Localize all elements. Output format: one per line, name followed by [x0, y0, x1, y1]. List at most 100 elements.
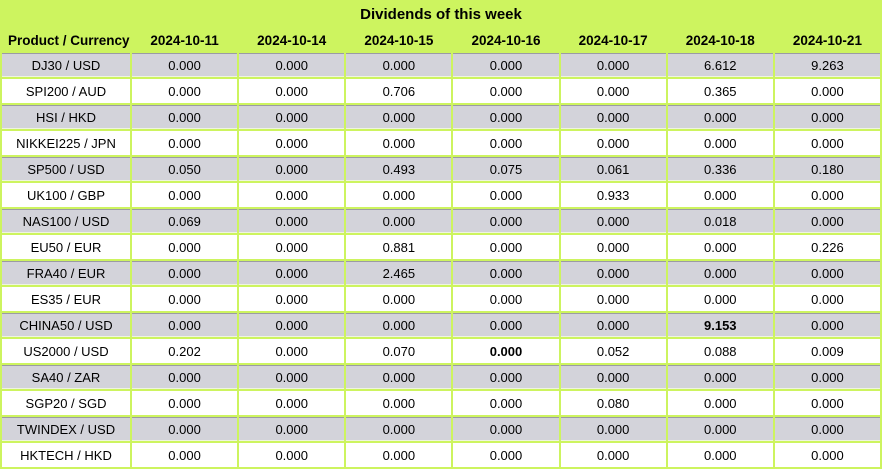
value-cell: 0.000	[774, 391, 880, 415]
column-header-date: 2024-10-16	[471, 32, 541, 48]
table-row: TWINDEX / USD 0.000 0.000 0.000 0.000 0.000 0.…	[2, 417, 880, 441]
table-row: SGP20 / SGD 0.000 0.000 0.000 0.000 0.080 0.00…	[2, 391, 880, 415]
value-cell: 0.000	[774, 417, 880, 441]
value-cell: 0.069	[132, 209, 238, 233]
value-cell: 0.050	[132, 157, 238, 181]
value-cell: 0.000	[346, 53, 452, 77]
value-cell: 0.000	[132, 391, 238, 415]
value-cell: 0.000	[132, 53, 238, 77]
value-cell: 0.000	[667, 443, 773, 467]
product-cell: SP500 / USD	[2, 157, 130, 181]
table-row: SPI200 / AUD 0.000 0.000 0.706 0.000 0.000 0.3…	[2, 79, 880, 103]
value-cell: 0.000	[560, 443, 666, 467]
column-header-product: Product / Currency	[8, 32, 130, 48]
value-cell: 0.202	[132, 339, 238, 363]
value-cell: 2.465	[346, 261, 452, 285]
value-cell: 0.000	[346, 105, 452, 129]
title-row: Dividends of this week	[2, 2, 880, 27]
table-row: FRA40 / EUR 0.000 0.000 2.465 0.000 0.000 0.00…	[2, 261, 880, 285]
product-cell: HSI / HKD	[2, 105, 130, 129]
table-row: CHINA50 / USD 0.000 0.000 0.000 0.000 0.000 9.…	[2, 313, 880, 337]
value-cell: 0.000	[453, 79, 559, 103]
column-header-row: Product / Currency 2024-10-11 2024-10-14 2…	[2, 29, 880, 51]
value-cell: 9.263	[774, 53, 880, 77]
value-cell: 0.000	[239, 183, 345, 207]
value-cell: 0.009	[774, 339, 880, 363]
value-cell: 0.000	[453, 131, 559, 155]
value-cell: 0.000	[132, 365, 238, 389]
value-cell: 0.000	[346, 209, 452, 233]
value-cell: 0.000	[560, 131, 666, 155]
value-cell: 0.000	[560, 287, 666, 311]
value-cell: 0.000	[774, 209, 880, 233]
value-cell: 0.000	[453, 235, 559, 259]
value-cell: 0.000	[667, 365, 773, 389]
value-cell: 0.000	[774, 131, 880, 155]
value-cell: 0.000	[667, 183, 773, 207]
value-cell: 0.000	[239, 313, 345, 337]
value-cell: 0.000	[453, 417, 559, 441]
value-cell: 0.000	[239, 261, 345, 285]
value-cell: 0.000	[560, 313, 666, 337]
value-cell: 0.000	[774, 261, 880, 285]
value-cell: 0.000	[453, 287, 559, 311]
column-header-date: 2024-10-17	[578, 32, 648, 48]
table-body: DJ30 / USD 0.000 0.000 0.000 0.000 0.000 6.612…	[2, 53, 880, 467]
value-cell: 0.000	[774, 365, 880, 389]
value-cell: 0.000	[239, 391, 345, 415]
value-cell: 0.000	[132, 443, 238, 467]
table-row: SA40 / ZAR 0.000 0.000 0.000 0.000 0.000 0.000…	[2, 365, 880, 389]
value-cell: 0.000	[453, 443, 559, 467]
value-cell: 0.000	[774, 105, 880, 129]
value-cell: 0.000	[132, 79, 238, 103]
table-row: HSI / HKD 0.000 0.000 0.000 0.000 0.000 0.000 0…	[2, 105, 880, 129]
value-cell: 0.000	[239, 157, 345, 181]
product-cell: DJ30 / USD	[2, 53, 130, 77]
value-cell: 0.000	[774, 183, 880, 207]
value-cell: 0.000	[132, 235, 238, 259]
value-cell: 0.000	[239, 287, 345, 311]
value-cell: 0.000	[774, 79, 880, 103]
column-header-date: 2024-10-15	[364, 32, 434, 48]
value-cell: 0.881	[346, 235, 452, 259]
product-cell: SA40 / ZAR	[2, 365, 130, 389]
product-cell: SPI200 / AUD	[2, 79, 130, 103]
value-cell: 0.000	[667, 235, 773, 259]
value-cell: 0.000	[346, 131, 452, 155]
value-cell: 0.000	[560, 105, 666, 129]
value-cell: 0.000	[132, 105, 238, 129]
value-cell: 0.000	[132, 261, 238, 285]
table-row: DJ30 / USD 0.000 0.000 0.000 0.000 0.000 6.612…	[2, 53, 880, 77]
value-cell: 0.018	[667, 209, 773, 233]
table-row: US2000 / USD 0.202 0.000 0.070 0.000 0.052 0.0…	[2, 339, 880, 363]
value-cell: 0.000	[560, 365, 666, 389]
value-cell: 9.153	[667, 313, 773, 337]
value-cell: 0.000	[667, 131, 773, 155]
value-cell: 0.070	[346, 339, 452, 363]
table-row: SP500 / USD 0.050 0.000 0.493 0.075 0.061 0.33…	[2, 157, 880, 181]
column-header-date: 2024-10-18	[685, 32, 755, 48]
value-cell: 0.000	[667, 417, 773, 441]
value-cell: 0.000	[239, 235, 345, 259]
value-cell: 0.088	[667, 339, 773, 363]
table-title: Dividends of this week	[360, 6, 522, 23]
value-cell: 0.080	[560, 391, 666, 415]
value-cell: 0.000	[239, 53, 345, 77]
value-cell: 0.000	[453, 313, 559, 337]
value-cell: 0.336	[667, 157, 773, 181]
product-cell: NIKKEI225 / JPN	[2, 131, 130, 155]
value-cell: 0.000	[560, 261, 666, 285]
value-cell: 0.052	[560, 339, 666, 363]
table-row: ES35 / EUR 0.000 0.000 0.000 0.000 0.000 0.000…	[2, 287, 880, 311]
value-cell: 0.000	[239, 79, 345, 103]
value-cell: 0.000	[132, 417, 238, 441]
value-cell: 0.000	[453, 339, 559, 363]
product-cell: US2000 / USD	[2, 339, 130, 363]
value-cell: 0.061	[560, 157, 666, 181]
value-cell: 0.000	[239, 131, 345, 155]
value-cell: 0.493	[346, 157, 452, 181]
product-cell: ES35 / EUR	[2, 287, 130, 311]
value-cell: 0.226	[774, 235, 880, 259]
